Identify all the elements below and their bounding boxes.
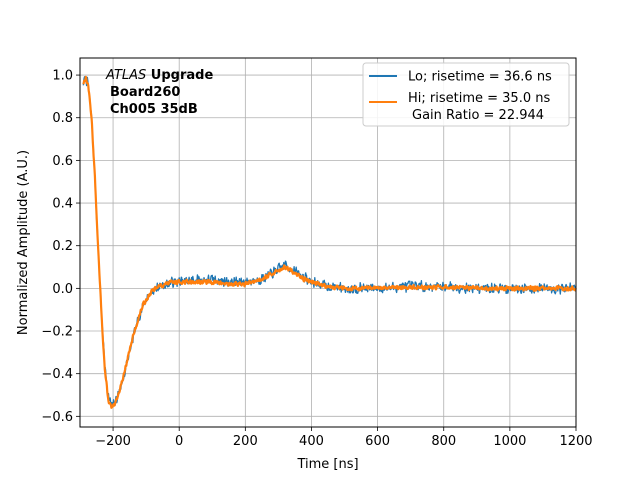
x-tick-label: 400: [299, 434, 324, 449]
x-axis-title: Time [ns]: [296, 457, 358, 472]
x-tick-label: 600: [365, 434, 390, 449]
series-line-hi: [82, 75, 577, 409]
annotation-line-3: Ch005 35dB: [110, 102, 198, 117]
annotation-line-2: Board260: [110, 85, 180, 100]
x-tick-label: 800: [431, 434, 456, 449]
x-tick-label: 0: [175, 434, 183, 449]
legend-label-hi: Hi; risetime = 35.0 ns: [408, 91, 550, 106]
y-tick-label: 0.2: [52, 239, 73, 254]
plot-frame: [79, 57, 577, 428]
y-tick-label: 0.6: [52, 154, 73, 169]
legend-label-gain-ratio: Gain Ratio = 22.944: [412, 108, 544, 123]
legend: Lo; risetime = 36.6 ns Hi; risetime = 35…: [362, 62, 570, 127]
y-tick-label: 0.8: [52, 111, 73, 126]
atlas-annotation: ATLAS Upgrade Board260 Ch005 35dB: [105, 68, 213, 117]
series-layer: [82, 75, 577, 409]
y-tick-label: 0.4: [52, 197, 73, 212]
y-tick-label: 1.0: [52, 69, 73, 84]
y-tick-label: −0.4: [41, 367, 73, 382]
x-tick-label: −200: [95, 434, 131, 449]
y-tick-label: −0.2: [41, 325, 73, 340]
annotation-atlas: ATLAS: [105, 68, 146, 83]
legend-label-lo: Lo; risetime = 36.6 ns: [408, 70, 552, 85]
y-tick-label: −0.6: [41, 410, 73, 425]
series-line-lo: [82, 76, 577, 407]
x-tick-label: 1200: [559, 434, 592, 449]
x-tick-label: 1000: [493, 434, 526, 449]
y-axis-title: Normalized Amplitude (A.U.): [16, 150, 31, 335]
x-tick-label: 200: [233, 434, 258, 449]
annotation-upgrade: Upgrade: [146, 68, 213, 83]
annotation-line-1: ATLAS Upgrade: [105, 68, 213, 83]
x-axis: −200 0 200 400 600 800 1000 1200: [95, 427, 593, 449]
legend-box: [362, 62, 570, 127]
y-axis: −0.6 −0.4 −0.2 0.0 0.2 0.4 0.6 0.8 1.0: [41, 69, 80, 425]
y-tick-label: 0.0: [52, 282, 73, 297]
